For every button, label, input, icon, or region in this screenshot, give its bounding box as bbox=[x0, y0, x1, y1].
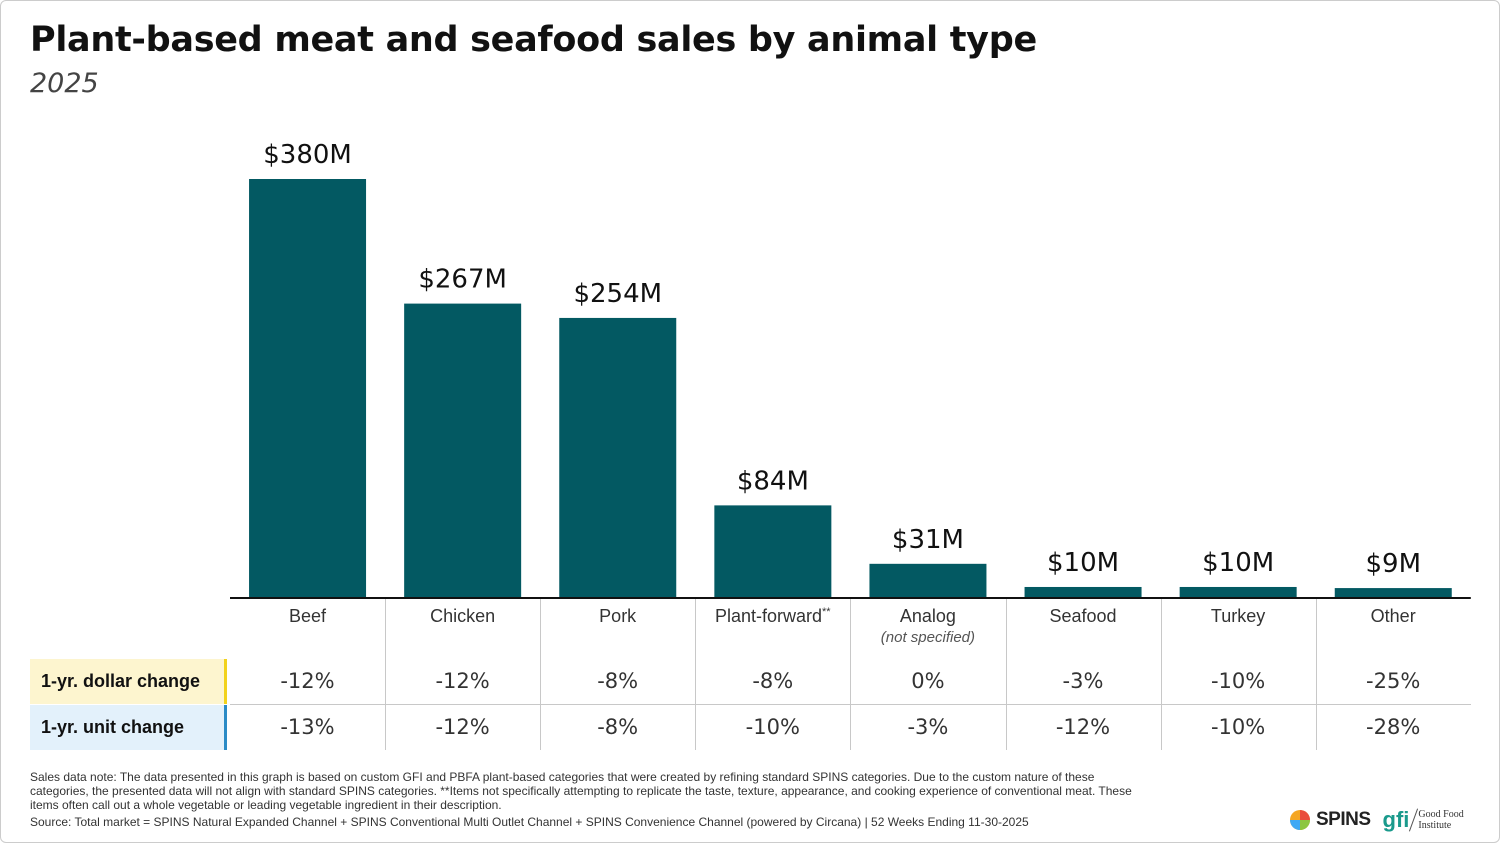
bar-seafood bbox=[1024, 586, 1142, 598]
source-note: Source: Total market = SPINS Natural Exp… bbox=[30, 815, 1029, 829]
data-label: $84M bbox=[737, 466, 809, 496]
category-name: Analog bbox=[899, 606, 956, 626]
data-label: $254M bbox=[573, 279, 662, 309]
category-name: Other bbox=[1370, 606, 1416, 626]
category-label: Pork bbox=[540, 606, 695, 627]
column-divider bbox=[1005, 599, 1007, 750]
category-label: Chicken bbox=[385, 606, 540, 627]
category-label: Other bbox=[1316, 606, 1471, 627]
dollar-change-value: -25% bbox=[1366, 669, 1421, 693]
category-sublabel: (not specified) bbox=[880, 629, 975, 646]
bar-turkey bbox=[1179, 586, 1297, 598]
unit-change-value: -10% bbox=[1210, 715, 1266, 739]
unit-change-value: -3% bbox=[907, 715, 949, 739]
bar-chicken bbox=[404, 303, 522, 598]
row-divider bbox=[230, 704, 1471, 705]
gfi-name: Good Food Institute bbox=[1418, 809, 1463, 831]
data-label: $31M bbox=[892, 525, 964, 555]
data-label: $9M bbox=[1365, 549, 1421, 579]
column-divider bbox=[850, 599, 852, 750]
unit-change-value: -28% bbox=[1366, 715, 1421, 739]
unit-change-value: -10% bbox=[745, 715, 800, 739]
dollar-change-value: -8% bbox=[597, 669, 639, 693]
column-divider bbox=[540, 599, 542, 750]
footer-text: Sales data note: The data presented in t… bbox=[30, 770, 1150, 829]
dollar-change-value: -12% bbox=[435, 669, 490, 693]
category-name: Beef bbox=[288, 606, 327, 626]
unit-change-value: -12% bbox=[435, 715, 490, 739]
column-divider bbox=[385, 599, 387, 750]
spins-logo-icon bbox=[1290, 810, 1310, 830]
category-label: Seafood bbox=[1006, 606, 1161, 627]
bar-plant-forward bbox=[714, 505, 832, 598]
data-label: $10M bbox=[1202, 548, 1274, 578]
gfi-logo: gfi bbox=[1382, 807, 1410, 832]
unit-change-value: -13% bbox=[280, 715, 335, 739]
category-label: Turkey bbox=[1161, 606, 1316, 627]
unit-change-label: 1-yr. unit change bbox=[30, 705, 227, 750]
bar-pork bbox=[559, 317, 677, 598]
column-divider bbox=[695, 599, 697, 750]
category-name: Seafood bbox=[1049, 606, 1117, 626]
gfi-divider bbox=[1409, 808, 1419, 832]
gfi-name-line2: Institute bbox=[1418, 820, 1452, 831]
data-label: $267M bbox=[418, 265, 507, 295]
bar-analog bbox=[869, 563, 987, 598]
dollar-change-value: -3% bbox=[1062, 669, 1104, 693]
dollar-change-value: -8% bbox=[752, 669, 794, 693]
bar-other bbox=[1334, 588, 1452, 598]
bar-beef bbox=[249, 179, 367, 598]
category-name: Chicken bbox=[430, 606, 496, 626]
spins-logo: SPINS bbox=[1316, 809, 1371, 830]
category-label: Plant-forward** bbox=[695, 606, 850, 627]
data-label: $380M bbox=[263, 140, 352, 170]
footnote-mark: ** bbox=[822, 606, 831, 618]
sales-data-note: Sales data note: The data presented in t… bbox=[30, 770, 1132, 812]
chart-title: Plant-based meat and seafood sales by an… bbox=[30, 20, 1037, 60]
dollar-change-value: 0% bbox=[911, 669, 945, 693]
category-name: Turkey bbox=[1210, 606, 1266, 626]
unit-change-value: -8% bbox=[597, 715, 639, 739]
gfi-name-line1: Good Food bbox=[1418, 809, 1464, 820]
column-divider bbox=[1160, 599, 1162, 750]
chart-subtitle: 2025 bbox=[30, 68, 99, 99]
category-label: Analog (not specified) bbox=[850, 606, 1005, 646]
dollar-change-value: -10% bbox=[1210, 669, 1266, 693]
dollar-change-label: 1-yr. dollar change bbox=[30, 659, 227, 704]
logos: SPINS gfi Good Food Institute bbox=[1288, 806, 1464, 834]
category-label: Beef bbox=[230, 606, 385, 627]
unit-change-value: -12% bbox=[1055, 715, 1111, 739]
column-divider bbox=[1315, 599, 1317, 750]
dollar-change-value: -12% bbox=[280, 669, 335, 693]
category-name: Pork bbox=[599, 606, 637, 626]
data-label: $10M bbox=[1047, 548, 1119, 578]
category-name: Plant-forward bbox=[714, 606, 823, 626]
